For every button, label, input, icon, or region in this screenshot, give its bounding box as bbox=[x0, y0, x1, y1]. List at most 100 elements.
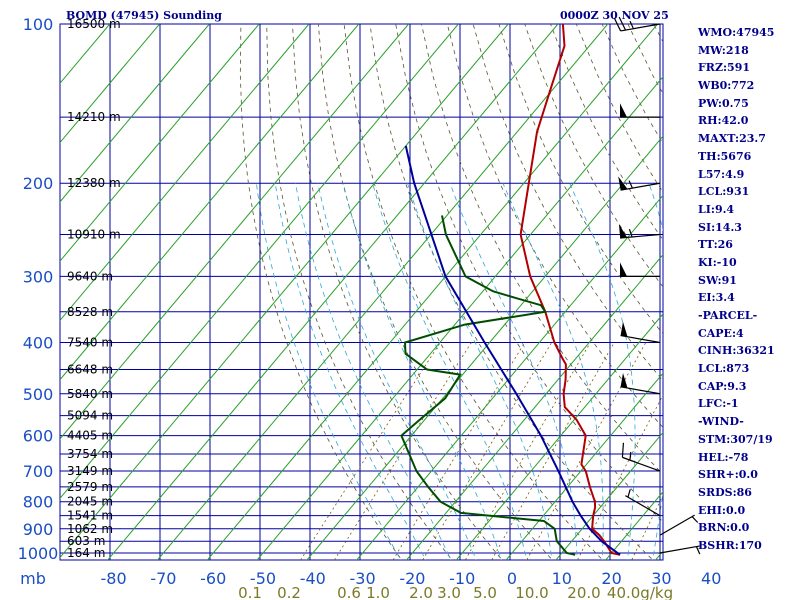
wind-barb-halfflag bbox=[691, 516, 699, 523]
wind-barb bbox=[659, 545, 701, 555]
height-label: 6648 m bbox=[67, 363, 113, 377]
temperature-tick-label: -70 bbox=[150, 569, 176, 588]
isotherm bbox=[60, 24, 61, 25]
index-value: KI:-10 bbox=[698, 255, 737, 269]
wind-barb-flag bbox=[621, 442, 625, 458]
height-label: 1062 m bbox=[67, 522, 113, 536]
parcel-line bbox=[404, 145, 621, 556]
wind-barb bbox=[625, 489, 661, 517]
isotherm bbox=[156, 24, 609, 560]
index-value: LCL:873 bbox=[698, 362, 750, 376]
dry-adiabat bbox=[395, 24, 663, 523]
pressure-tick-label: 1000 bbox=[18, 544, 59, 563]
mixing-ratio-label: 2.0 bbox=[409, 584, 433, 600]
height-label: 14210 m bbox=[67, 110, 121, 124]
mixing-ratio-line bbox=[491, 342, 615, 560]
pressure-tick-label: 900 bbox=[23, 520, 54, 539]
pressure-tick-label: 200 bbox=[23, 174, 54, 193]
temperature-tick-label: 20 bbox=[601, 569, 621, 588]
dry-adiabat bbox=[292, 24, 503, 560]
moist-adiabat bbox=[372, 183, 528, 560]
height-label: 5840 m bbox=[67, 387, 113, 401]
mixing-ratio-label: 0.1 bbox=[238, 584, 262, 600]
dry-adiabat bbox=[343, 24, 604, 560]
mixing-ratio-lines bbox=[300, 342, 663, 560]
grid-lines bbox=[59, 23, 664, 561]
temperature-tick-label: -40 bbox=[300, 569, 326, 588]
temperature-tick-label: -50 bbox=[250, 569, 276, 588]
height-label: 7540 m bbox=[67, 335, 113, 349]
moist-adiabat bbox=[295, 183, 452, 560]
mixing-ratio-label: 0.6 bbox=[337, 584, 361, 600]
height-label: 9640 m bbox=[67, 269, 113, 283]
wind-barb bbox=[620, 321, 661, 344]
isotherm bbox=[60, 24, 160, 144]
dry-adiabat bbox=[446, 24, 663, 429]
moist-adiabat bbox=[317, 183, 477, 560]
chart-title: BOMD (47945) Sounding bbox=[66, 9, 222, 22]
plot-frame bbox=[59, 23, 664, 561]
index-value: BSHR:170 bbox=[698, 538, 762, 552]
mixing-ratio-label: 3.0 bbox=[437, 584, 461, 600]
height-label: 3754 m bbox=[67, 447, 113, 461]
dry-adiabat bbox=[266, 24, 453, 560]
height-label: 3149 m bbox=[67, 464, 113, 478]
index-value: MW:218 bbox=[698, 43, 749, 57]
height-label: 2045 m bbox=[67, 495, 113, 509]
isotherm bbox=[60, 24, 260, 262]
dry-adiabat bbox=[317, 24, 553, 560]
temperature-tick-label: -30 bbox=[350, 569, 376, 588]
index-value: -PARCEL- bbox=[698, 309, 758, 322]
pressure-tick-label: 600 bbox=[23, 427, 54, 446]
wind-barbs bbox=[613, 16, 701, 555]
dry-adiabat bbox=[498, 24, 663, 335]
mixing-ratio-label: 0.2 bbox=[277, 584, 301, 600]
mixing-ratio-label: 10.0 bbox=[515, 584, 548, 600]
pressure-tick-label: 500 bbox=[23, 385, 54, 404]
temperature-tick-label: -60 bbox=[200, 569, 226, 588]
height-label: 5094 m bbox=[67, 409, 113, 423]
height-label: 164 m bbox=[67, 546, 105, 560]
index-value: PW:0.75 bbox=[698, 96, 749, 110]
index-value: SHR+:0.0 bbox=[698, 468, 758, 482]
height-label: 10910 m bbox=[67, 228, 121, 242]
wind-barb-staff bbox=[622, 456, 661, 472]
index-value: HEL:-78 bbox=[698, 450, 749, 464]
height-label: 8528 m bbox=[67, 305, 113, 319]
moist-adiabat bbox=[407, 183, 553, 560]
wind-barb bbox=[659, 514, 699, 536]
wind-barb-halfflag bbox=[695, 546, 701, 555]
wind-barb-pennant bbox=[620, 262, 627, 277]
wind-barb-halfflag bbox=[629, 451, 632, 461]
height-label: 4405 m bbox=[67, 429, 113, 443]
wind-barb-pennant bbox=[620, 321, 628, 337]
wind-barb-staff bbox=[620, 386, 661, 395]
pressure-tick-label: 100 bbox=[23, 15, 54, 34]
index-value: LI:9.4 bbox=[698, 202, 735, 216]
dry-adiabat bbox=[239, 24, 403, 560]
wind-barb-staff bbox=[625, 495, 661, 517]
wind-barb-staff bbox=[659, 514, 695, 536]
moist-adiabat bbox=[569, 183, 636, 560]
wind-barb-flag bbox=[618, 16, 627, 31]
index-value: EHI:0.0 bbox=[698, 503, 746, 517]
index-value: RH:42.0 bbox=[698, 114, 749, 128]
height-label: 603 m bbox=[67, 534, 105, 548]
isotherm bbox=[107, 24, 559, 560]
wind-barb-flag bbox=[613, 17, 622, 32]
isotherm bbox=[60, 24, 210, 203]
temperature-tick-label: 40 bbox=[701, 569, 721, 588]
isotherm bbox=[60, 24, 409, 440]
indices-panel: WMO:47945 MW:218 FRZ:591 WB0:772 PW:0.75 RH:4… bbox=[698, 24, 775, 555]
temperature-tick-label: -20 bbox=[399, 569, 425, 588]
index-value: EI:3.4 bbox=[698, 291, 735, 305]
isotherm bbox=[405, 253, 663, 560]
dry-adiabat bbox=[783, 24, 800, 564]
wind-barb-pennant bbox=[618, 176, 628, 191]
pressure-unit-label: mb bbox=[20, 569, 46, 588]
temperature-tick-label: 0 bbox=[507, 569, 517, 588]
moist-adiabat bbox=[256, 183, 402, 560]
isotherm bbox=[60, 24, 459, 500]
